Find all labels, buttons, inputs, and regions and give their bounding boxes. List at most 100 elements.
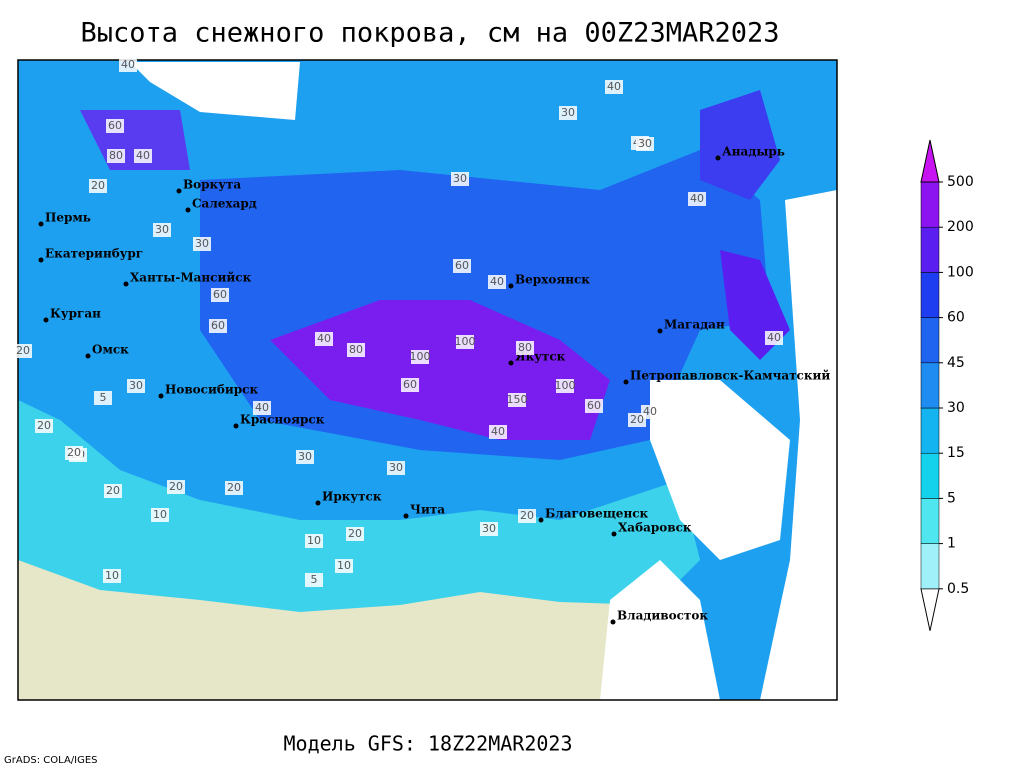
contour-label: 40	[491, 425, 505, 438]
contour-label-box	[335, 559, 353, 573]
contour-label-box	[14, 344, 32, 358]
city-dot	[623, 379, 629, 385]
colorbar-label: 15	[947, 445, 965, 461]
contour-label-box	[296, 450, 314, 464]
city-dot	[158, 393, 164, 399]
contour-label: 60	[587, 399, 601, 412]
city-label: Анадырь	[722, 145, 785, 159]
contour-label: 30	[561, 106, 575, 119]
contour-label: 30	[453, 172, 467, 185]
contour-label-box	[559, 106, 577, 120]
city-label: Чита	[410, 503, 445, 517]
city-dot	[403, 513, 409, 519]
contour-label-box	[605, 80, 623, 94]
contour-label-box	[315, 332, 333, 346]
city-dot	[508, 360, 514, 366]
colorbar-label: 1	[947, 536, 956, 552]
contour-label-box	[628, 413, 646, 427]
contour-label-box	[103, 569, 121, 583]
contour-label-box	[346, 527, 364, 541]
contour-label: 30	[638, 137, 652, 150]
contour-label-box	[688, 192, 706, 206]
contour-label: 10	[307, 534, 321, 547]
contour-label: 60	[211, 319, 225, 332]
contour-label: 30	[389, 461, 403, 474]
contour-label: 20	[16, 344, 30, 357]
credit: GrADS: COLA/IGES	[4, 755, 98, 766]
city-label: Петропавловск-Камчатский	[630, 369, 830, 383]
colorbar-low	[920, 588, 940, 631]
contour-label-box	[106, 119, 124, 133]
contour-label: 30	[482, 522, 496, 535]
colorbar-segment	[920, 362, 940, 409]
contour-label: 5	[100, 391, 107, 404]
colorbar-segment	[920, 407, 940, 454]
contour-label: 20	[227, 481, 241, 494]
contour-label: 40	[690, 192, 704, 205]
contour-label-box	[134, 149, 152, 163]
city-dot	[185, 207, 191, 213]
contour-label: 60	[213, 288, 227, 301]
city-dot	[610, 619, 616, 625]
city-dot	[38, 221, 44, 227]
city-dot	[715, 155, 721, 161]
contour-label-box	[193, 237, 211, 251]
colorbar-high	[920, 139, 940, 183]
colorbar-label: 100	[947, 264, 974, 280]
contour-label-box	[305, 573, 323, 587]
barents-sea	[130, 62, 300, 120]
contour-label-box	[411, 350, 429, 364]
city-label: Омск	[92, 343, 129, 357]
city-dot	[315, 500, 321, 506]
colorbar-label: 60	[947, 310, 965, 326]
city-label: Курган	[50, 307, 101, 321]
contour-label: 60	[403, 378, 417, 391]
contour-label: 30	[298, 450, 312, 463]
contour-label: 40	[121, 58, 135, 71]
contour-label: 80	[349, 343, 363, 356]
contour-label: 40	[255, 401, 269, 414]
colorbar-segment	[920, 498, 940, 544]
contour-label-box	[451, 172, 469, 186]
contour-label-box	[104, 484, 122, 498]
contour-label-box	[387, 461, 405, 475]
city-label: Ханты-Мансийск	[130, 271, 252, 285]
contour-label-box	[305, 534, 323, 548]
contour-label: 150	[507, 393, 528, 406]
city-label: Екатеринбург	[45, 247, 143, 261]
colorbar-label: 5	[947, 490, 956, 506]
city-dot	[233, 423, 239, 429]
contour-label-box	[489, 425, 507, 439]
contour-label-box	[151, 508, 169, 522]
city-dot	[176, 188, 182, 194]
colorbar-segment	[920, 317, 940, 364]
contour-label-box	[585, 399, 603, 413]
bare-land	[18, 560, 640, 700]
contour-label-box	[94, 391, 112, 405]
contour-label-box	[127, 379, 145, 393]
contour-label: 20	[67, 446, 81, 459]
city-dot	[123, 281, 129, 287]
contour-label-box	[453, 259, 471, 273]
contour-label-box	[456, 335, 474, 349]
contour-label-box	[119, 58, 137, 72]
city-label: Пермь	[45, 211, 91, 225]
contour-label: 10	[337, 559, 351, 572]
contour-label: 40	[643, 405, 657, 418]
contour-label: 20	[37, 419, 51, 432]
contour-label: 30	[155, 223, 169, 236]
contour-label-box	[89, 179, 107, 193]
colorbar-label: 200	[947, 219, 974, 235]
contour-label-box	[167, 480, 185, 494]
contour-label: 40	[607, 80, 621, 93]
city-label: Владивосток	[617, 609, 708, 623]
contour-label-box	[65, 446, 83, 460]
contour-label: 40	[767, 331, 781, 344]
map-frame	[17, 59, 838, 701]
colorbar-label: 0.5	[947, 581, 969, 597]
city-dot	[38, 257, 44, 263]
contour-label-box	[508, 393, 526, 407]
contour-label-box	[211, 288, 229, 302]
contour-label: 20	[520, 509, 534, 522]
contour-label-box	[401, 378, 419, 392]
